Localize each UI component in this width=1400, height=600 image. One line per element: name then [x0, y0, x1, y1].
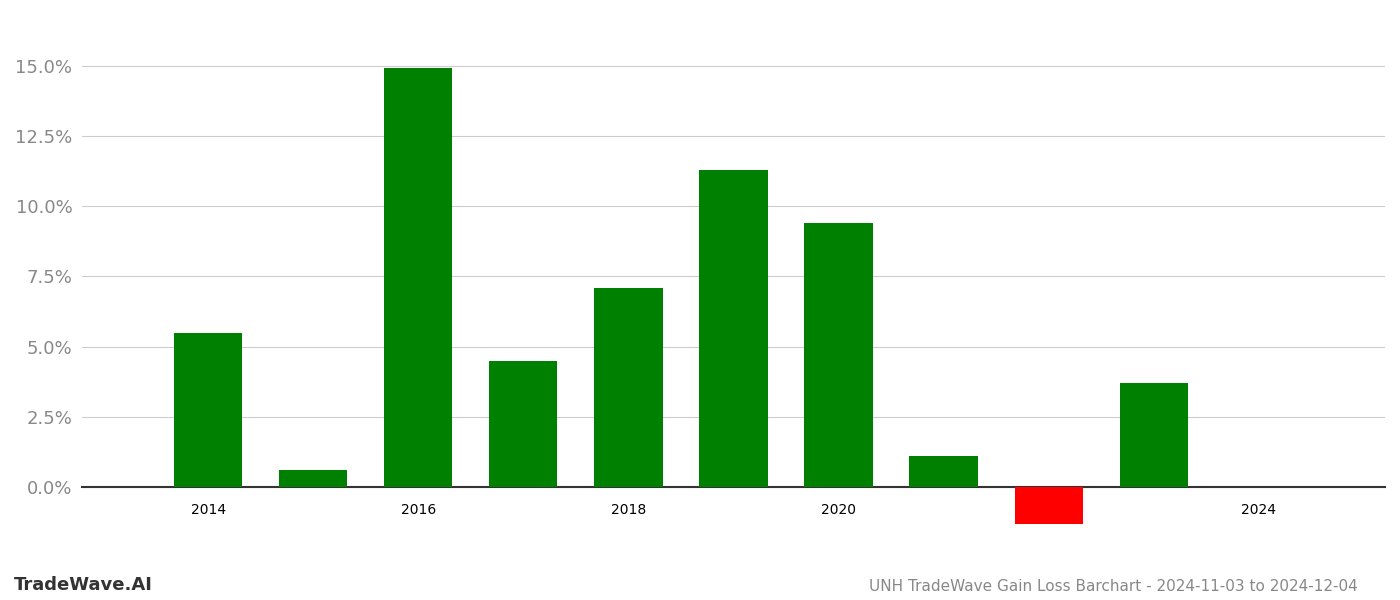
Bar — [174, 332, 242, 487]
Bar — [489, 361, 557, 487]
Bar — [700, 170, 767, 487]
Bar — [910, 456, 977, 487]
Bar — [384, 68, 452, 487]
Bar — [279, 470, 347, 487]
Text: UNH TradeWave Gain Loss Barchart - 2024-11-03 to 2024-12-04: UNH TradeWave Gain Loss Barchart - 2024-… — [869, 579, 1358, 594]
Bar — [1120, 383, 1189, 487]
Text: TradeWave.AI: TradeWave.AI — [14, 576, 153, 594]
Bar — [1015, 487, 1082, 524]
Bar — [594, 287, 662, 487]
Bar — [805, 223, 872, 487]
